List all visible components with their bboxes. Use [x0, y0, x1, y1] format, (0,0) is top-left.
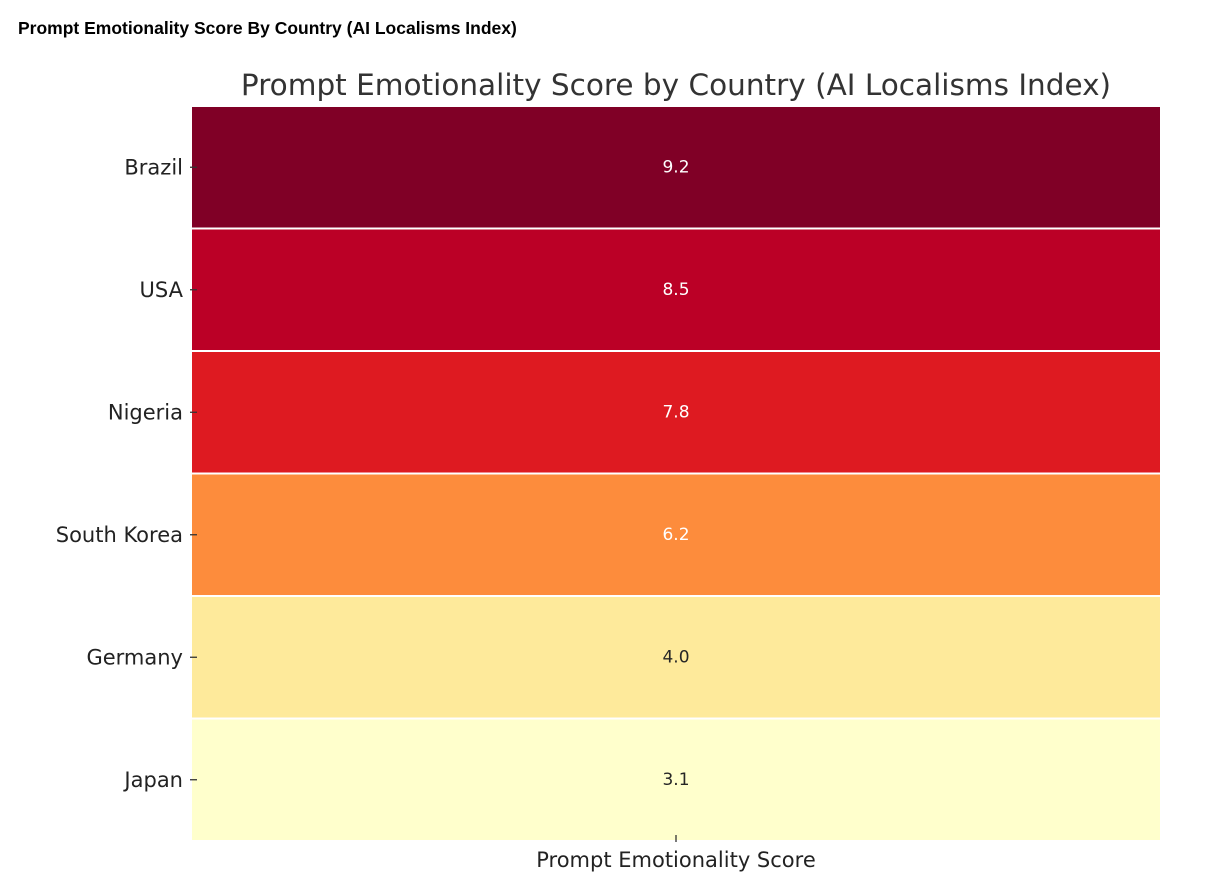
heatmap-cell [190, 105, 1162, 230]
y-tick-label: USA [140, 278, 184, 302]
heatmap-cells: 9.2 8.5 7.8 6.2 4.0 3.1 [190, 105, 1162, 842]
page-heading: Prompt Emotionality Score By Country (AI… [18, 18, 517, 38]
heatmap-cell [190, 472, 1162, 597]
row-axis: Brazil USA Nigeria South Korea Germany Japan [56, 155, 197, 792]
y-tick-label: Japan [122, 768, 183, 792]
y-tick-label: Germany [86, 645, 183, 669]
cell-value-label: 7.8 [662, 402, 689, 422]
y-tick-label: South Korea [56, 523, 183, 547]
cell-value-label: 3.1 [662, 770, 689, 790]
cell-value-label: 4.0 [662, 647, 689, 667]
cell-value-label: 9.2 [662, 157, 689, 177]
y-tick-label: Brazil [124, 155, 183, 179]
heatmap-cell [190, 595, 1162, 720]
cell-value-label: 8.5 [662, 280, 689, 300]
y-tick-label: Nigeria [108, 400, 183, 424]
cell-value-label: 6.2 [662, 525, 689, 545]
x-axis-label: Prompt Emotionality Score [536, 848, 816, 872]
chart-title: Prompt Emotionality Score by Country (AI… [241, 68, 1111, 102]
heatmap-cell [190, 717, 1162, 842]
